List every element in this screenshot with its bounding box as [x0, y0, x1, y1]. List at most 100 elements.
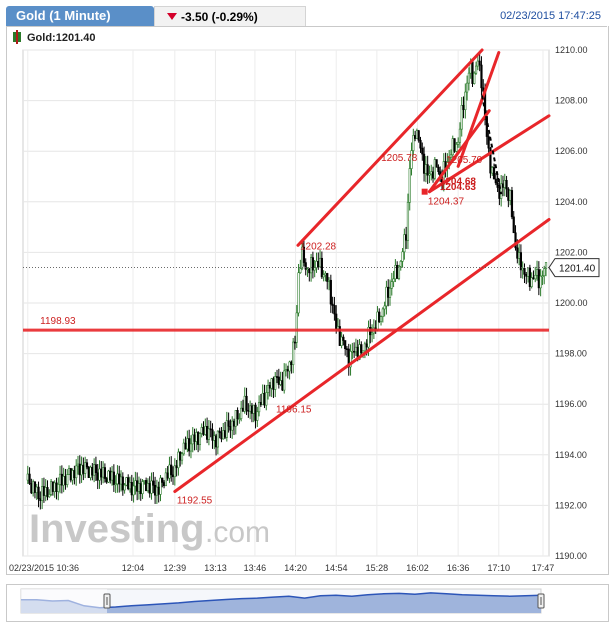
y-tick-label: 1190.00 — [555, 551, 587, 561]
candle-body — [284, 369, 288, 372]
candle-body — [109, 470, 112, 481]
candle-body — [299, 268, 302, 274]
candle-body — [295, 312, 298, 343]
candle-body — [435, 159, 438, 168]
candle-body — [331, 303, 334, 306]
y-tick-label: 1210.00 — [555, 45, 588, 55]
candle-body — [379, 316, 383, 323]
candle-body — [211, 429, 214, 441]
candle-body — [41, 486, 44, 501]
candle-body — [189, 443, 193, 452]
candle-body — [98, 468, 101, 481]
candle-body — [195, 432, 198, 442]
chart-grid — [22, 49, 550, 557]
candle-body — [414, 135, 417, 139]
candlestick-wick-icon — [16, 30, 18, 44]
candle-body — [496, 182, 499, 188]
y-tick-label: 1206.00 — [555, 146, 588, 156]
candle-body — [245, 395, 248, 411]
candle-body — [247, 410, 250, 412]
candle-body — [213, 435, 216, 441]
candle-body — [516, 247, 519, 259]
candle-body — [397, 266, 401, 279]
candle-body — [455, 144, 458, 152]
candle-body — [125, 477, 128, 486]
candle-body — [526, 267, 530, 277]
candle-body — [89, 466, 92, 478]
candle-body — [53, 482, 56, 492]
candle-body — [180, 453, 184, 461]
candle-body — [170, 464, 173, 476]
navigator-chart[interactable] — [7, 585, 608, 621]
annotations: 1192.55 1196.15 1202.28 1198.93 1205.78 1205.… — [40, 153, 483, 507]
candle-body — [383, 305, 386, 310]
trendline-wedge-lower — [296, 48, 484, 247]
time-navigator[interactable] — [6, 584, 609, 622]
candle-body — [51, 481, 54, 492]
instrument-title: Gold (1 Minute) — [16, 8, 111, 23]
candle-body — [467, 72, 471, 84]
y-tick-label: 1208.00 — [555, 96, 588, 106]
candle-body — [390, 281, 393, 289]
annotation-label: 1205.70 — [446, 155, 483, 166]
candle-body — [387, 286, 390, 298]
candle-body — [173, 465, 176, 478]
price-chart[interactable]: Investing .com 1192.55 1196.15 1202.28 1198… — [7, 26, 608, 574]
candle-body — [396, 265, 399, 279]
candle-body — [535, 269, 539, 276]
trendline-support — [173, 218, 551, 493]
y-axis: 1190.00 1192.00 1194.00 1196.00 1198.00 1200.… — [555, 45, 588, 561]
candle-body — [148, 483, 151, 494]
candle-body — [49, 481, 53, 495]
candle-body — [518, 252, 521, 259]
candle-body — [227, 420, 230, 427]
candle-body — [351, 350, 354, 353]
candle-body — [37, 486, 40, 500]
candle-body — [362, 350, 365, 353]
candle-body — [464, 91, 467, 111]
candle-body — [240, 407, 243, 419]
candle-body — [114, 483, 117, 486]
watermark-logo: Investing .com — [29, 507, 270, 551]
candle-body — [272, 378, 275, 390]
candle-body — [100, 468, 103, 478]
candle-body — [225, 420, 228, 438]
candle-body — [252, 404, 255, 414]
candle-body — [277, 376, 280, 385]
candle-body — [408, 168, 411, 203]
candle-body — [532, 277, 535, 280]
instrument-tab[interactable]: Gold (1 Minute) — [6, 6, 154, 26]
candle-body — [218, 430, 221, 434]
candle-body — [216, 430, 219, 448]
candle-body — [58, 473, 62, 485]
candle-body — [473, 72, 476, 84]
candle-body — [503, 180, 506, 188]
candle-body — [223, 430, 227, 438]
candle-body — [437, 166, 440, 172]
candle-body — [164, 472, 167, 487]
candle-body — [378, 311, 381, 323]
x-tick-label: 16:36 — [447, 563, 470, 573]
candle-body — [381, 308, 384, 317]
drop-line — [481, 95, 503, 195]
last-price-marker: 1201.40 — [23, 258, 600, 278]
candle-body — [286, 369, 289, 372]
candle-body — [421, 147, 424, 155]
candle-body — [214, 435, 218, 448]
annotation-label: 1198.93 — [40, 316, 76, 327]
annotation-label: 1202.28 — [300, 241, 337, 252]
x-tick-label: 14:20 — [284, 563, 307, 573]
candle-body — [153, 484, 157, 496]
candle-body — [136, 480, 139, 492]
candle-body — [64, 476, 67, 485]
candle-body — [200, 427, 203, 434]
candle-body — [354, 346, 358, 353]
candle-body — [430, 171, 433, 175]
candle-body — [385, 286, 388, 307]
candle-body — [249, 405, 252, 412]
candle-body — [186, 438, 189, 450]
candle-body — [315, 260, 318, 268]
candle-body — [259, 401, 262, 406]
candle-body — [349, 351, 352, 368]
candle-body — [288, 361, 291, 372]
